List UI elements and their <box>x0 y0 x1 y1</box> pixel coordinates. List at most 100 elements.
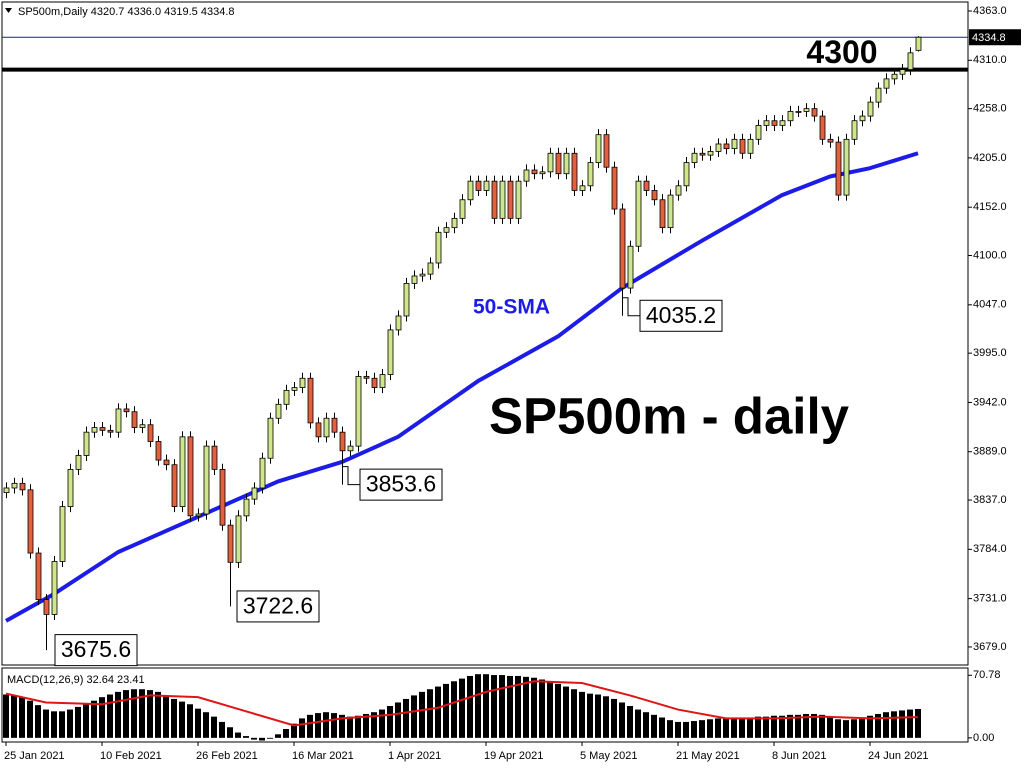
macd-bar <box>523 676 529 738</box>
macd-bar <box>139 689 145 738</box>
candle-body <box>507 180 514 219</box>
candle-body <box>331 417 338 433</box>
macd-bar <box>571 689 577 738</box>
y-tick-label: 4258.0 <box>973 103 1007 115</box>
x-tick-label: 26 Feb 2021 <box>196 750 258 762</box>
candle-body <box>499 180 506 219</box>
macd-bar <box>811 713 817 738</box>
macd-bar <box>435 686 441 738</box>
candle-body <box>723 143 730 150</box>
y-tick-label: 3942.0 <box>973 396 1007 408</box>
macd-bar <box>771 715 777 738</box>
candle-body <box>571 152 578 191</box>
candle-body <box>531 169 538 175</box>
x-tick-label: 24 Jun 2021 <box>868 750 929 762</box>
callout-box <box>236 590 320 623</box>
macd-bar <box>579 691 585 738</box>
candle-body <box>403 283 410 317</box>
candle-body <box>563 152 570 175</box>
candle-body <box>691 152 698 163</box>
candle-body <box>139 424 146 428</box>
macd-bar <box>779 715 785 738</box>
last-price-label: 4334.8 <box>972 32 1006 44</box>
macd-bar <box>851 719 857 738</box>
candle-body <box>611 166 618 210</box>
last-price-tag <box>969 29 1021 46</box>
candle-body <box>355 376 362 447</box>
x-tick-label: 1 Apr 2021 <box>388 750 441 762</box>
macd-bar <box>323 712 329 738</box>
candle-body <box>299 377 306 388</box>
candle-body <box>227 524 234 563</box>
macd-bar <box>491 675 497 738</box>
macd-bar <box>467 675 473 738</box>
menu-arrow <box>5 8 12 13</box>
candle-body <box>35 552 42 600</box>
macd-bar <box>187 704 193 738</box>
macd-bar <box>667 720 673 738</box>
callout-box <box>54 634 138 667</box>
macd-bar <box>395 702 401 738</box>
x-tick-label: 8 Jun 2021 <box>772 750 826 762</box>
candle-body <box>235 515 242 563</box>
candle-body <box>419 273 426 277</box>
macd-bar <box>715 718 721 738</box>
macd-bar <box>739 717 745 738</box>
candle-body <box>435 231 442 264</box>
y-tick-label: 3731.0 <box>973 593 1007 605</box>
macd-bar <box>179 701 185 738</box>
candle-body <box>83 431 90 456</box>
candle-body <box>827 138 834 143</box>
candle-body <box>387 329 394 375</box>
candle-body <box>11 482 18 489</box>
candle-body <box>779 120 786 126</box>
macd-bar <box>659 717 665 738</box>
y-tick-label: 3679.0 <box>973 641 1007 653</box>
candle-body <box>123 408 130 413</box>
macd-bar <box>915 708 921 738</box>
macd-bar <box>675 721 681 738</box>
candle-body <box>555 152 562 175</box>
candle-body <box>291 387 298 391</box>
macd-bar <box>315 713 321 738</box>
macd-y-tick-label: 0.00 <box>973 732 994 744</box>
macd-bar <box>843 720 849 738</box>
macd-bar <box>75 706 81 738</box>
candle-body <box>427 262 434 275</box>
candle-body <box>659 199 666 229</box>
candle-body <box>667 194 674 229</box>
candle-body <box>707 151 714 156</box>
macd-bar <box>331 713 337 738</box>
macd-bar <box>411 695 417 738</box>
macd-bar <box>51 711 57 738</box>
y-tick-label: 3995.0 <box>973 347 1007 359</box>
macd-bar <box>363 713 369 738</box>
candle-body <box>67 468 74 507</box>
candle-body <box>803 108 810 112</box>
macd-bar <box>555 683 561 738</box>
macd-bar <box>875 713 881 738</box>
macd-bar <box>651 714 657 738</box>
candle-body <box>851 120 858 140</box>
callout-connector <box>623 297 640 317</box>
macd-bar <box>131 689 137 738</box>
macd-bar <box>723 718 729 738</box>
candle-body <box>43 599 50 615</box>
y-tick-label: 4100.0 <box>973 249 1007 261</box>
candle-body <box>99 427 106 431</box>
macd-y-tick-label: 70.78 <box>973 669 1001 681</box>
callout-connector <box>343 466 360 486</box>
callout-label: 3675.6 <box>61 636 131 662</box>
candle-body <box>587 162 594 187</box>
candle-body <box>363 376 370 379</box>
callout-label: 3722.6 <box>243 593 313 619</box>
macd-bar <box>427 689 433 738</box>
candle-body <box>131 411 138 428</box>
macd-bar <box>123 690 129 738</box>
macd-bar <box>27 700 33 738</box>
candle-body <box>3 487 10 494</box>
candle-body <box>491 180 498 219</box>
macd-bar <box>691 721 697 738</box>
candle-body <box>635 180 642 247</box>
candle-body <box>51 561 58 615</box>
